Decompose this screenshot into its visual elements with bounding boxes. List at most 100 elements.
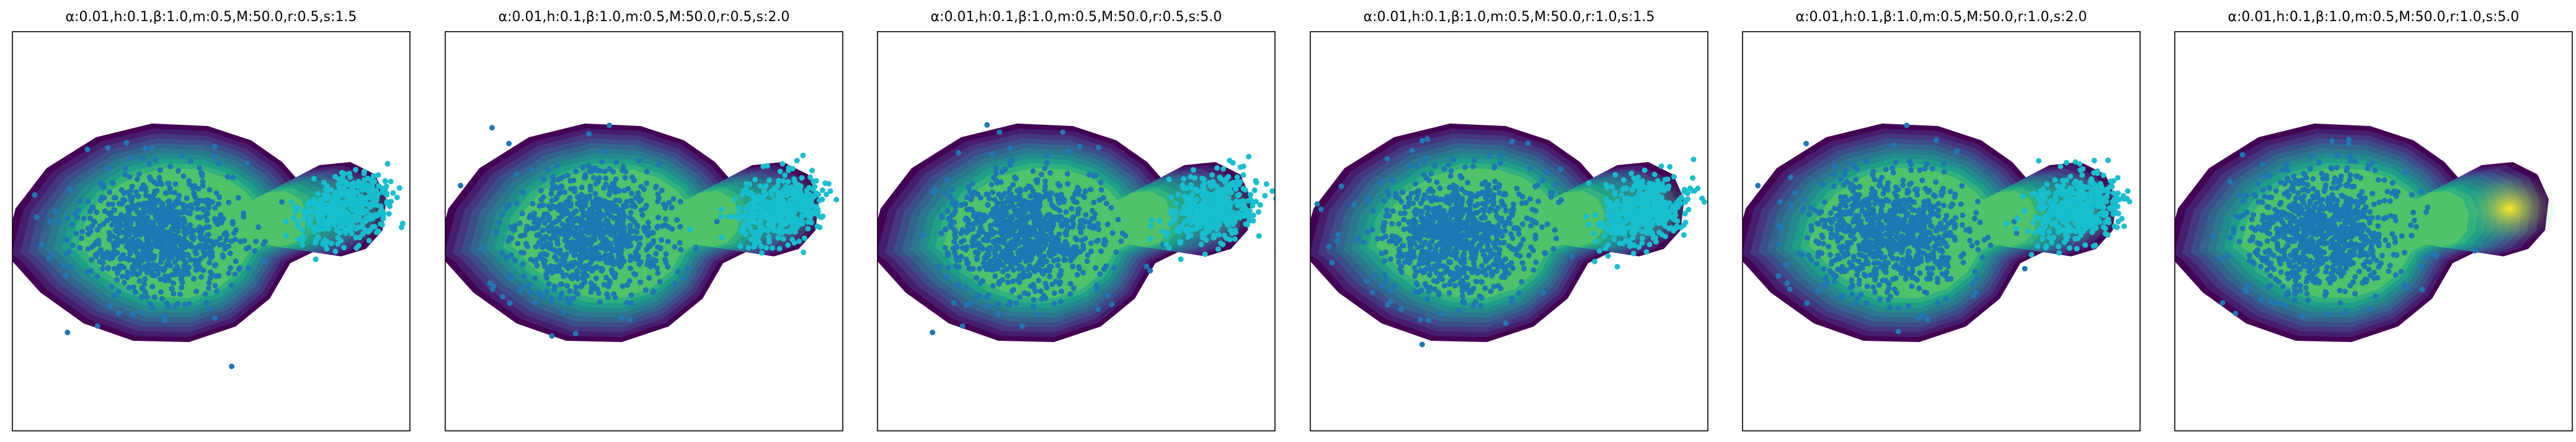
scatter-point	[1024, 225, 1031, 232]
scatter-point	[763, 209, 769, 215]
panel-title: α:0.01,h:0.1,β:1.0,m:0.5,M:50.0,r:0.5,s:…	[499, 9, 790, 25]
scatter-point	[794, 158, 800, 164]
scatter-point	[1017, 186, 1023, 192]
scatter-point	[1083, 212, 1089, 218]
scatter-point	[1098, 179, 1104, 186]
scatter-point	[1041, 194, 1047, 200]
scatter-point	[554, 257, 560, 263]
scatter-point	[569, 223, 575, 229]
scatter-point	[394, 194, 400, 201]
scatter-point	[156, 235, 162, 241]
axes-frame	[12, 31, 411, 431]
scatter-point	[211, 315, 218, 321]
scatter-point	[1454, 234, 1460, 240]
scatter-point	[104, 217, 110, 223]
scatter-point	[977, 292, 983, 299]
scatter-point	[735, 214, 742, 220]
scatter-point	[146, 243, 153, 249]
scatter-point	[504, 255, 510, 261]
scatter-point	[1364, 195, 1370, 201]
scatter-point	[581, 269, 587, 275]
scatter-point	[1004, 219, 1010, 225]
scatter-point	[984, 191, 990, 197]
scatter-point	[542, 220, 548, 226]
scatter-point	[1044, 284, 1050, 291]
scatter-point	[279, 199, 285, 205]
scatter-point	[657, 279, 663, 285]
scatter-point	[362, 228, 368, 234]
panel-3: α:0.01,h:0.1,β:1.0,m:0.5,M:50.0,r:0.5,s:…	[877, 9, 1276, 431]
scatter-point	[1215, 223, 1221, 229]
scatter-point	[211, 143, 218, 150]
scatter-point	[300, 227, 306, 233]
scatter-point	[1535, 198, 1542, 204]
scatter-point	[1019, 265, 1025, 271]
scatter-point	[202, 291, 208, 297]
scatter-point	[953, 228, 959, 235]
scatter-point	[134, 176, 140, 183]
scatter-point	[238, 238, 244, 245]
scatter-point	[1408, 191, 1415, 197]
scatter-point	[1026, 238, 1033, 245]
scatter-point	[549, 223, 555, 230]
scatter-point	[627, 317, 633, 323]
scatter-point	[1414, 281, 1420, 287]
scatter-point	[1526, 252, 1532, 258]
scatter-point	[1630, 250, 1637, 256]
scatter-point	[114, 242, 120, 248]
scatter-point	[1455, 307, 1462, 313]
scatter-point	[311, 176, 317, 182]
scatter-point	[1430, 208, 1436, 214]
scatter-point	[615, 227, 621, 233]
scatter-point	[156, 197, 162, 204]
scatter-point	[207, 186, 213, 192]
scatter-point	[172, 271, 179, 277]
scatter-point	[61, 263, 67, 269]
scatter-point	[208, 238, 215, 245]
scatter-point	[572, 186, 578, 192]
scatter-point	[107, 166, 113, 172]
scatter-point	[69, 222, 75, 228]
scatter-point	[1093, 282, 1099, 288]
scatter-point	[943, 227, 949, 233]
scatter-point	[109, 255, 115, 261]
scatter-point	[1013, 300, 1019, 306]
scatter-point	[1207, 183, 1214, 189]
scatter-point	[1473, 279, 1479, 285]
scatter-point	[213, 190, 220, 196]
scatter-point	[748, 212, 755, 218]
scatter-point	[171, 280, 177, 286]
scatter-point	[529, 167, 535, 173]
scatter-point	[162, 265, 168, 271]
scatter-point	[778, 220, 784, 226]
scatter-point	[992, 207, 998, 213]
scatter-point	[1010, 240, 1016, 246]
scatter-point	[609, 254, 615, 260]
scatter-point	[680, 275, 686, 281]
scatter-point	[1059, 223, 1065, 229]
scatter-point	[141, 281, 148, 287]
scatter-point	[633, 249, 639, 255]
scatter-point	[512, 258, 518, 264]
scatter-point	[1098, 248, 1104, 255]
scatter-point	[1390, 208, 1396, 214]
scatter-point	[1450, 232, 1456, 238]
scatter-point	[1542, 250, 1548, 256]
scatter-cluster-2	[1583, 156, 1708, 270]
scatter-point	[149, 263, 156, 269]
scatter-point	[85, 225, 91, 232]
scatter-point	[205, 251, 211, 257]
scatter-point	[342, 227, 348, 233]
scatter-point	[1273, 196, 1275, 202]
scatter-point	[613, 176, 619, 183]
scatter-point	[943, 274, 949, 281]
scatter-point	[195, 197, 201, 204]
scatter-point	[986, 196, 992, 202]
scatter-point	[1475, 201, 1481, 207]
scatter-point	[650, 230, 656, 236]
scatter-point	[1461, 251, 1467, 257]
scatter-point	[559, 281, 565, 287]
scatter-point	[1060, 199, 1067, 205]
scatter-point	[1416, 256, 1423, 262]
scatter-point	[993, 165, 999, 171]
